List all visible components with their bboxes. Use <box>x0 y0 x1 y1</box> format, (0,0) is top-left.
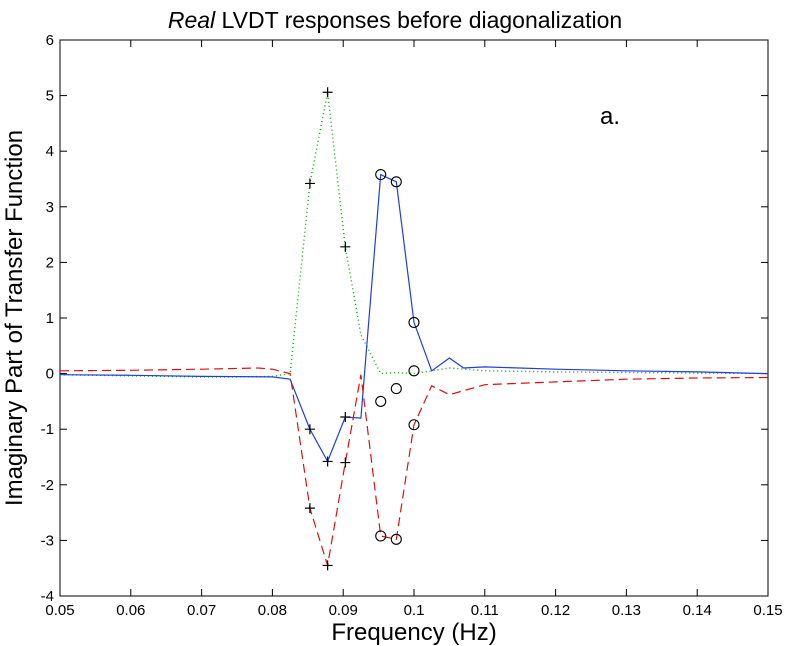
circle-marker <box>408 419 420 431</box>
marker-layer <box>304 87 420 571</box>
x-tick-label: 0.08 <box>258 602 287 619</box>
y-tick-label: -2 <box>41 477 54 494</box>
plus-marker <box>304 503 315 514</box>
chart-title-italic: Real <box>168 7 216 33</box>
series-layer <box>59 92 769 566</box>
x-tick-label: 0.05 <box>45 602 74 619</box>
circle-marker <box>390 533 402 545</box>
plus-marker <box>304 178 315 189</box>
y-tick-label: 3 <box>46 199 54 216</box>
x-axis-ticks: 0.05 0.06 0.07 0.08 0.09 0.1 0.11 0.12 0.13 0.14 0… <box>45 40 783 619</box>
x-axis-label: Frequency (Hz) <box>331 619 496 646</box>
chart-title-rest: LVDT responses before diagonalization <box>215 7 622 33</box>
plus-marker <box>322 560 333 571</box>
x-tick-label: 0.1 <box>404 602 425 619</box>
plus-marker <box>340 411 351 422</box>
x-tick-label: 0.15 <box>753 602 782 619</box>
y-axis-ticks: -4 -3 -2 -1 0 1 2 3 4 5 6 <box>41 32 768 605</box>
circle-marker <box>375 169 387 181</box>
circle-marker <box>390 383 402 395</box>
circle-marker <box>390 176 402 188</box>
x-tick-label: 0.12 <box>541 602 570 619</box>
circle-marker <box>408 316 420 328</box>
y-tick-label: 5 <box>46 88 54 105</box>
y-axis-label: Imaginary Part of Transfer Function <box>1 130 28 506</box>
y-tick-label: 2 <box>46 254 54 271</box>
plus-marker <box>322 87 333 98</box>
y-tick-label: 6 <box>46 32 54 49</box>
y-tick-label: 1 <box>46 310 54 327</box>
series-red-dashed <box>59 367 769 566</box>
x-tick-label: 0.11 <box>471 602 499 619</box>
x-tick-label: 0.09 <box>329 602 358 619</box>
x-tick-label: 0.13 <box>612 602 641 619</box>
y-tick-label: -3 <box>41 532 54 549</box>
circle-marker <box>408 365 420 377</box>
series-blue-solid <box>59 173 769 463</box>
y-tick-label: 4 <box>46 143 54 160</box>
circle-marker <box>375 530 387 542</box>
y-tick-label: -4 <box>41 588 54 605</box>
y-tick-label: -1 <box>41 421 54 438</box>
x-tick-label: 0.07 <box>187 602 216 619</box>
series-green-dotted <box>59 92 769 378</box>
plus-marker <box>304 424 315 435</box>
plus-marker <box>322 456 333 467</box>
annotation-label: a. <box>600 103 620 130</box>
x-tick-label: 0.06 <box>116 602 145 619</box>
chart-title: Real LVDT responses before diagonalizati… <box>168 7 622 33</box>
y-tick-label: 0 <box>46 366 54 383</box>
plus-marker <box>340 241 351 252</box>
circle-marker <box>375 395 387 407</box>
plus-marker <box>340 457 351 468</box>
x-tick-label: 0.14 <box>683 602 712 619</box>
